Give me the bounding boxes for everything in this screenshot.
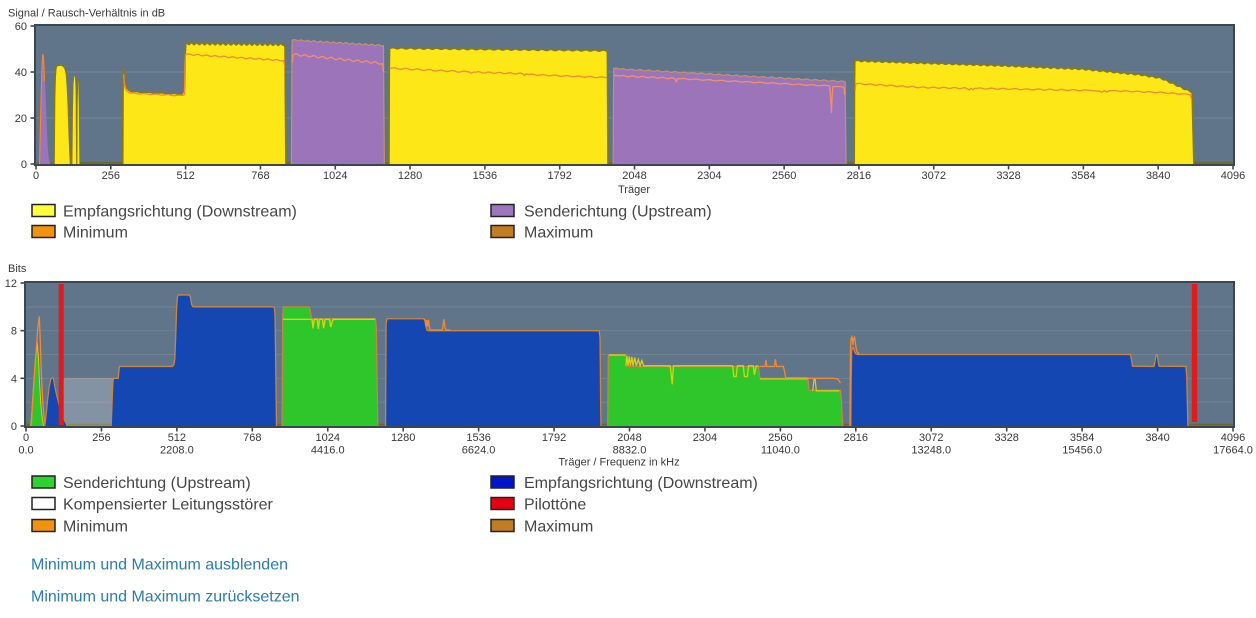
svg-text:0: 0	[11, 421, 17, 433]
svg-text:Pilottöne: Pilottöne	[524, 497, 586, 514]
svg-text:Empfangsrichtung (Downstream): Empfangsrichtung (Downstream)	[524, 475, 758, 492]
svg-text:Kompensierter Leitungsstörer: Kompensierter Leitungsstörer	[63, 497, 274, 514]
svg-text:3584: 3584	[1070, 432, 1094, 444]
svg-text:0: 0	[33, 170, 39, 182]
svg-text:512: 512	[176, 170, 194, 182]
svg-text:6624.0: 6624.0	[462, 445, 496, 457]
svg-text:60: 60	[15, 21, 27, 33]
svg-text:1024: 1024	[316, 432, 340, 444]
svg-text:15456.0: 15456.0	[1062, 445, 1102, 457]
svg-text:2560: 2560	[768, 432, 792, 444]
svg-text:1024: 1024	[323, 170, 347, 182]
svg-text:3840: 3840	[1145, 432, 1169, 444]
svg-text:11040.0: 11040.0	[761, 445, 800, 457]
svg-text:40: 40	[15, 67, 27, 79]
svg-text:Träger / Frequenz in kHz: Träger / Frequenz in kHz	[558, 457, 679, 469]
svg-text:13248.0: 13248.0	[911, 445, 951, 457]
svg-text:Minimum und Maximum ausblenden: Minimum und Maximum ausblenden	[31, 557, 288, 574]
svg-text:Senderichtung (Upstream): Senderichtung (Upstream)	[524, 204, 712, 221]
svg-text:Träger: Träger	[618, 184, 650, 196]
svg-text:8832.0: 8832.0	[613, 445, 647, 457]
svg-text:1792: 1792	[547, 170, 571, 182]
svg-text:1280: 1280	[391, 432, 415, 444]
svg-text:3840: 3840	[1146, 170, 1170, 182]
svg-text:2816: 2816	[844, 432, 868, 444]
svg-text:3328: 3328	[994, 432, 1018, 444]
svg-text:3584: 3584	[1071, 170, 1095, 182]
svg-text:0.0: 0.0	[18, 445, 33, 457]
svg-text:Minimum: Minimum	[63, 519, 128, 536]
svg-text:4096: 4096	[1221, 170, 1245, 182]
svg-text:1280: 1280	[398, 170, 422, 182]
svg-text:256: 256	[102, 170, 120, 182]
svg-text:1536: 1536	[466, 432, 490, 444]
svg-text:Maximum: Maximum	[524, 519, 593, 536]
svg-text:2208.0: 2208.0	[160, 445, 194, 457]
svg-text:17664.0: 17664.0	[1213, 445, 1253, 457]
svg-text:1792: 1792	[542, 432, 566, 444]
svg-text:0: 0	[23, 432, 29, 444]
svg-text:512: 512	[168, 432, 186, 444]
svg-text:3072: 3072	[922, 170, 946, 182]
svg-text:2048: 2048	[622, 170, 646, 182]
svg-text:3328: 3328	[996, 170, 1020, 182]
svg-text:1536: 1536	[473, 170, 497, 182]
svg-text:2560: 2560	[772, 170, 796, 182]
svg-text:768: 768	[251, 170, 269, 182]
svg-text:3072: 3072	[919, 432, 943, 444]
svg-text:4416.0: 4416.0	[311, 445, 345, 457]
svg-text:0: 0	[21, 159, 27, 171]
svg-text:256: 256	[92, 432, 110, 444]
svg-text:4096: 4096	[1221, 432, 1245, 444]
svg-text:Bits: Bits	[8, 263, 27, 275]
svg-text:2048: 2048	[617, 432, 641, 444]
svg-text:12: 12	[5, 278, 17, 290]
svg-text:Signal / Rausch-Verhältnis in: Signal / Rausch-Verhältnis in dB	[8, 8, 165, 20]
svg-text:8: 8	[11, 326, 17, 338]
svg-text:Minimum und Maximum zurücksetz: Minimum und Maximum zurücksetzen	[31, 589, 300, 606]
svg-text:2816: 2816	[847, 170, 871, 182]
svg-text:20: 20	[15, 113, 27, 125]
svg-text:Minimum: Minimum	[63, 225, 128, 242]
svg-text:4: 4	[11, 373, 17, 385]
svg-text:768: 768	[243, 432, 261, 444]
svg-text:Empfangsrichtung (Downstream): Empfangsrichtung (Downstream)	[63, 204, 297, 221]
svg-text:2304: 2304	[693, 432, 717, 444]
svg-text:Maximum: Maximum	[524, 225, 593, 242]
svg-text:2304: 2304	[697, 170, 721, 182]
svg-text:Senderichtung (Upstream): Senderichtung (Upstream)	[63, 475, 251, 492]
